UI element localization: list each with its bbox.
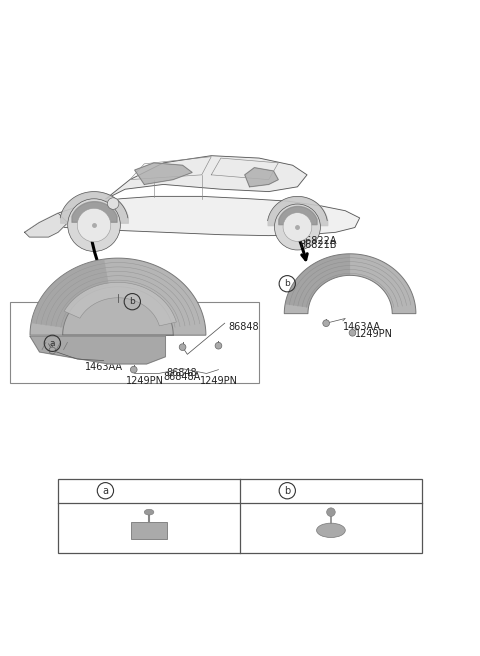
Text: 1249PN: 1249PN bbox=[126, 376, 164, 386]
Ellipse shape bbox=[317, 523, 345, 537]
Polygon shape bbox=[245, 168, 278, 187]
Text: 86848: 86848 bbox=[166, 368, 197, 378]
Polygon shape bbox=[24, 196, 360, 236]
Polygon shape bbox=[285, 254, 350, 308]
Text: 86812: 86812 bbox=[103, 285, 133, 295]
Circle shape bbox=[68, 199, 120, 251]
Text: 1249PN: 1249PN bbox=[200, 376, 238, 386]
Text: 86811: 86811 bbox=[103, 290, 132, 298]
Text: 82442: 82442 bbox=[119, 485, 155, 496]
Polygon shape bbox=[135, 163, 192, 184]
Polygon shape bbox=[31, 259, 109, 327]
Circle shape bbox=[349, 329, 356, 336]
Text: b: b bbox=[130, 297, 135, 306]
Text: a: a bbox=[49, 338, 55, 348]
Circle shape bbox=[323, 320, 329, 327]
Text: b: b bbox=[284, 279, 290, 288]
Polygon shape bbox=[106, 155, 307, 199]
Circle shape bbox=[275, 204, 321, 250]
Ellipse shape bbox=[144, 509, 154, 515]
Text: 1463AA: 1463AA bbox=[84, 363, 122, 373]
Text: b: b bbox=[284, 485, 290, 496]
Polygon shape bbox=[30, 258, 206, 335]
Polygon shape bbox=[24, 213, 68, 237]
Circle shape bbox=[131, 366, 137, 373]
Polygon shape bbox=[284, 254, 416, 314]
Circle shape bbox=[49, 347, 56, 354]
Circle shape bbox=[179, 344, 186, 350]
Text: 84145A: 84145A bbox=[300, 485, 344, 496]
Text: a: a bbox=[102, 485, 108, 496]
Circle shape bbox=[283, 213, 312, 241]
Circle shape bbox=[77, 209, 111, 242]
Text: 86848A: 86848A bbox=[163, 371, 200, 382]
Text: 86848: 86848 bbox=[228, 322, 259, 332]
Text: 1249PN: 1249PN bbox=[355, 329, 393, 339]
Bar bbox=[131, 522, 167, 539]
Polygon shape bbox=[64, 282, 176, 326]
Bar bbox=[58, 479, 422, 553]
Polygon shape bbox=[30, 336, 165, 364]
Text: 86822A: 86822A bbox=[300, 236, 337, 246]
Text: 1463AA: 1463AA bbox=[343, 322, 381, 332]
Bar bbox=[10, 302, 259, 383]
Text: 86821B: 86821B bbox=[300, 240, 337, 250]
Circle shape bbox=[215, 342, 222, 349]
Circle shape bbox=[108, 198, 119, 209]
Circle shape bbox=[326, 508, 335, 516]
